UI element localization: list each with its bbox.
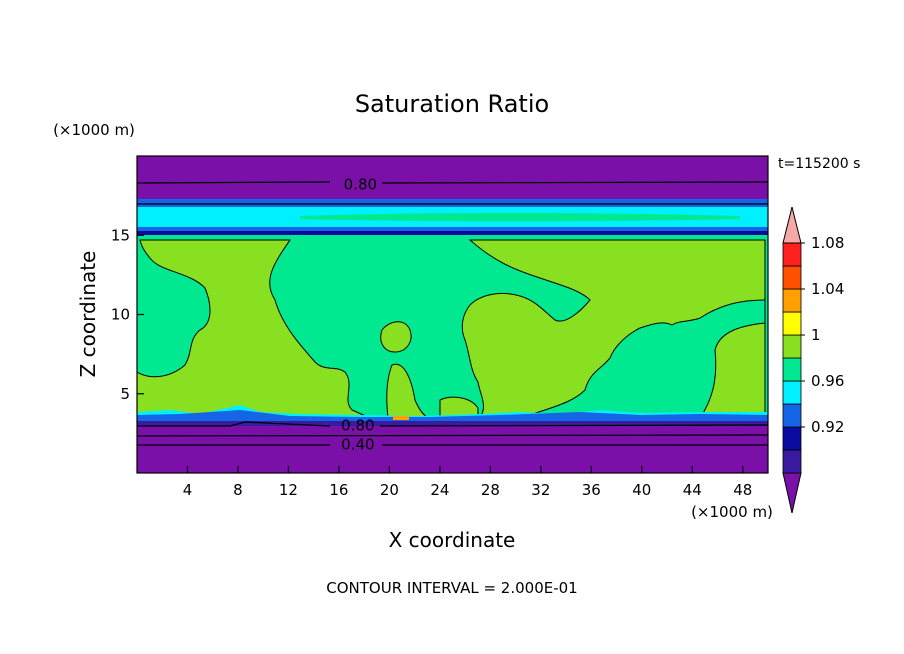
colorbar-segment xyxy=(782,334,802,359)
colorbar-label: 1.08 xyxy=(811,234,844,252)
x-tick-label: 20 xyxy=(380,481,399,499)
colorbar-under-triangle xyxy=(782,472,802,514)
lower-dry-layer xyxy=(137,421,768,473)
colorbar-label: 0.92 xyxy=(811,418,844,436)
x-tick-label: 16 xyxy=(329,481,348,499)
saturated-region-center xyxy=(386,363,430,419)
colorbar-label: 0.96 xyxy=(811,372,844,390)
x-tick-label: 40 xyxy=(632,481,651,499)
colorbar-segment xyxy=(782,449,802,474)
colorbar-label: 1.04 xyxy=(811,280,844,298)
y-tick-label: 5 xyxy=(120,385,130,403)
colorbar-segment xyxy=(782,242,802,267)
upper-dry-layer xyxy=(137,156,768,204)
x-axis-ticks: 4 8 12 16 20 24 28 32 36 40 44 48 xyxy=(183,466,752,499)
y-tick-label: 10 xyxy=(111,306,130,324)
tropopause-navy-line xyxy=(137,231,768,235)
time-label: t=115200 s xyxy=(778,156,860,172)
contour-line-lower-mid xyxy=(137,434,768,437)
x-tick-label: 24 xyxy=(430,481,449,499)
y-tick-label: 15 xyxy=(111,226,130,244)
moist-layer-top xyxy=(137,235,768,240)
colorbar-segment xyxy=(782,288,802,313)
colorbar-segment xyxy=(782,357,802,382)
chart-title: Saturation Ratio xyxy=(355,90,549,118)
lower-navy-layer xyxy=(137,421,768,426)
contour-label: 0.80 xyxy=(341,416,374,434)
saturated-region-blob xyxy=(380,321,412,353)
x-tick-label: 32 xyxy=(531,481,550,499)
colorbar-segment xyxy=(782,265,802,290)
colorbar-segment xyxy=(782,426,802,451)
colorbar-segment xyxy=(782,311,802,336)
surface-blue-fringe xyxy=(137,410,768,421)
x-tick-label: 4 xyxy=(183,481,193,499)
plot-area: 0.800.800.40 xyxy=(137,156,768,473)
colorbar-label: 1 xyxy=(811,326,821,344)
saturated-regions xyxy=(137,239,766,419)
colorbar: 0.92 0.96 1 1.04 1.08 xyxy=(782,206,844,514)
contour-line-0.80-lower xyxy=(137,421,768,427)
colorbar-segment xyxy=(782,380,802,405)
x-axis-title: X coordinate xyxy=(389,528,516,552)
x-tick-label: 44 xyxy=(683,481,702,499)
footer-contour-interval: CONTOUR INTERVAL = 2.000E-01 xyxy=(326,579,577,597)
colorbar-segment xyxy=(782,403,802,428)
contour-labels: 0.800.800.40 xyxy=(341,176,377,454)
upper-green-streak xyxy=(300,213,740,222)
warm-spot xyxy=(393,416,409,420)
x-unit-label: (×1000 m) xyxy=(691,503,773,521)
tropopause-blue-layer xyxy=(137,227,768,233)
x-tick-label: 8 xyxy=(233,481,243,499)
x-tick-label: 12 xyxy=(279,481,298,499)
contour-label: 0.40 xyxy=(341,435,374,453)
contour-label: 0.80 xyxy=(344,176,377,194)
y-axis-title: Z coordinate xyxy=(76,251,100,378)
saturated-region-right xyxy=(461,239,766,419)
x-tick-label: 48 xyxy=(733,481,752,499)
colorbar-over-triangle xyxy=(782,206,802,244)
contour-line-0.80-upper xyxy=(137,181,768,184)
x-tick-label: 28 xyxy=(481,481,500,499)
upper-blue-layer xyxy=(137,199,768,207)
y-axis-ticks: 5 10 15 xyxy=(111,226,144,403)
y-unit-label: (×1000 m) xyxy=(53,121,135,139)
saturated-region-left xyxy=(137,239,371,419)
x-tick-label: 36 xyxy=(582,481,601,499)
